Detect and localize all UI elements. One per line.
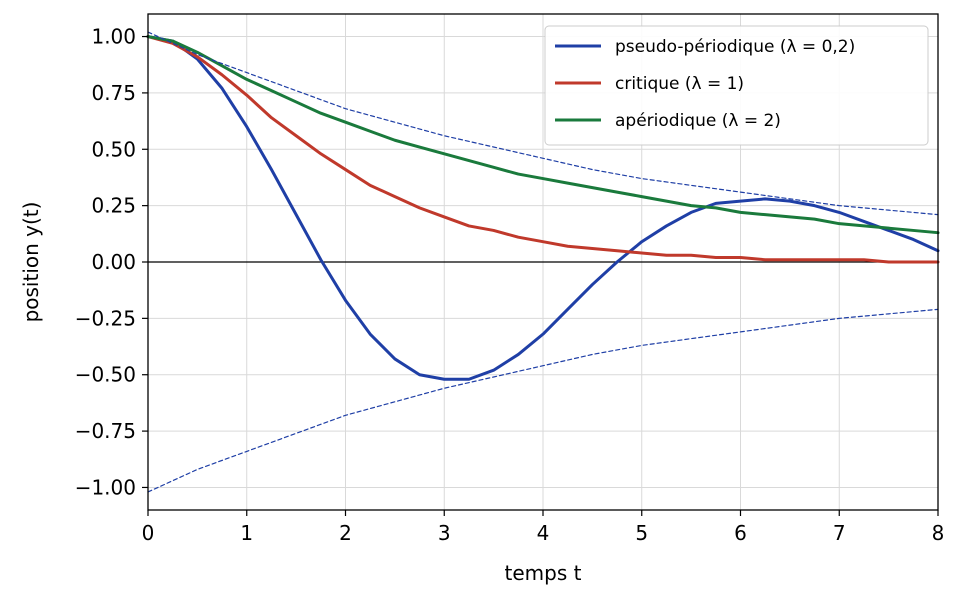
y-tick-label: −0.75 (75, 419, 136, 443)
series-line-2 (146, 35, 940, 235)
y-tick-label: 0.50 (91, 137, 136, 161)
x-tick-label: 7 (833, 521, 846, 545)
y-tick-label: 0.25 (91, 194, 136, 218)
envelope-line-4 (147, 308, 939, 493)
series-line-1 (146, 35, 940, 264)
x-tick-label: 3 (438, 521, 451, 545)
envelope-line-3 (147, 31, 939, 216)
legend-label: pseudo-périodique (λ = 0,2) (615, 37, 855, 57)
legend-box (544, 25, 929, 146)
y-tick-label: 0.00 (91, 250, 136, 274)
x-tick-label: 1 (240, 521, 253, 545)
y-tick-label: 1.00 (91, 25, 136, 49)
x-axis-label: temps t (505, 561, 582, 585)
y-tick-label: −0.50 (75, 363, 136, 387)
legend: pseudo-périodique (λ = 0,2) critique (λ =… (544, 25, 929, 146)
ticks: 0 1 2 3 4 5 6 7 8 −1.00 −0.75 −0.50 −0.25 0.00 0.25 0.5… (75, 25, 945, 545)
y-axis-label: position y(t) (19, 202, 43, 323)
x-tick-label: 8 (932, 521, 945, 545)
x-tick-label: 0 (142, 521, 155, 545)
x-tick-label: 5 (635, 521, 648, 545)
y-tick-label: −0.25 (75, 306, 136, 330)
x-tick-label: 4 (537, 521, 550, 545)
legend-label: apériodique (λ = 2) (615, 111, 781, 131)
legend-label: critique (λ = 1) (615, 74, 744, 94)
series-line-0 (146, 35, 940, 381)
series-layer (146, 31, 940, 493)
x-tick-label: 6 (734, 521, 747, 545)
x-tick-label: 2 (339, 521, 352, 545)
y-tick-label: 0.75 (91, 81, 136, 105)
y-tick-label: −1.00 (75, 475, 136, 499)
